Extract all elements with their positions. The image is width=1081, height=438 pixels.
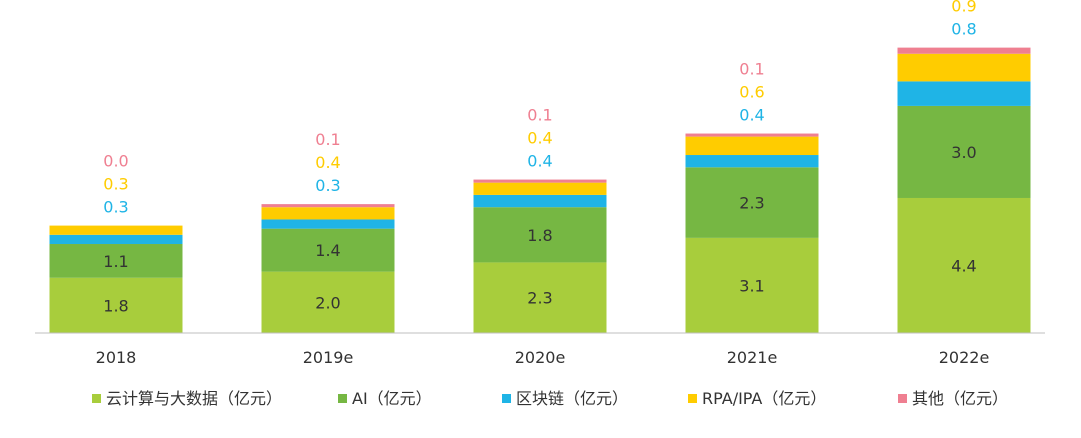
bar-2021e-series-0 — [685, 237, 819, 333]
x-tick-label-2019e: 2019e — [303, 348, 354, 367]
legend-swatch-1 — [338, 394, 347, 403]
data-label-2020e-series-0: 2.3 — [527, 289, 552, 308]
bar-2020e-series-4 — [473, 179, 607, 183]
x-tick-label-2022e: 2022e — [939, 348, 990, 367]
data-label-2019e-series-4: 0.1 — [315, 130, 340, 149]
data-label-2018-series-4: 0.0 — [103, 152, 128, 171]
bar-2021e-series-3 — [685, 136, 819, 156]
bar-2019e-series-3 — [261, 207, 395, 220]
bar-2019e-series-4 — [261, 204, 395, 208]
data-label-2019e-series-0: 2.0 — [315, 293, 340, 312]
data-label-2021e-series-1: 2.3 — [739, 194, 764, 213]
bar-2020e-series-2 — [473, 194, 607, 208]
bars-group: 1.8 1.1 0.3 0.3 0.0 2.0 1.4 0.3 0.4 0.1 2.3 1.8 0.4 0… — [49, 0, 1031, 333]
data-label-2022e-series-1: 3.0 — [951, 143, 976, 162]
x-tick-label-2021e: 2021e — [727, 348, 778, 367]
bar-2020e-series-1 — [473, 207, 607, 263]
x-tick-label-2020e: 2020e — [515, 348, 566, 367]
legend-label-0: 云计算与大数据（亿元） — [106, 389, 282, 408]
legend-label-3: RPA/IPA（亿元） — [702, 389, 826, 408]
data-label-2020e-series-2: 0.4 — [527, 152, 552, 171]
bar-2020e-series-0 — [473, 262, 607, 333]
legend-label-1: AI（亿元） — [352, 389, 432, 408]
bar-2018-series-2 — [49, 234, 183, 245]
bar-2022e-series-1 — [897, 105, 1031, 198]
legend: 云计算与大数据（亿元） AI（亿元） 区块链（亿元） RPA/IPA（亿元） 其他（亿元… — [92, 389, 1008, 408]
bar-2022e-series-0 — [897, 197, 1031, 333]
bar-2018-series-0 — [49, 277, 183, 333]
data-label-2019e-series-1: 1.4 — [315, 241, 340, 260]
bar-2022e-series-2 — [897, 81, 1031, 106]
data-label-2019e-series-3: 0.4 — [315, 153, 340, 172]
x-tick-labels: 2018 2019e 2020e 2021e 2022e — [96, 348, 990, 367]
bar-2022e-series-3 — [897, 53, 1031, 82]
bar-2021e-series-2 — [685, 155, 819, 168]
data-label-2019e-series-2: 0.3 — [315, 176, 340, 195]
data-label-2018-series-3: 0.3 — [103, 175, 128, 194]
data-label-2020e-series-1: 1.8 — [527, 226, 552, 245]
data-label-2018-series-0: 1.8 — [103, 296, 128, 315]
legend-swatch-4 — [898, 394, 907, 403]
bar-2021e-series-1 — [685, 167, 819, 238]
data-label-2020e-series-4: 0.1 — [527, 106, 552, 125]
legend-label-4: 其他（亿元） — [912, 389, 1008, 408]
x-tick-label-2018: 2018 — [96, 348, 137, 367]
bar-2022e-series-4 — [897, 47, 1031, 54]
data-label-2020e-series-3: 0.4 — [527, 129, 552, 148]
bar-2019e-series-2 — [261, 219, 395, 229]
bar-2018-series-1 — [49, 244, 183, 278]
bar-2019e-series-1 — [261, 228, 395, 272]
bar-2018-series-3 — [49, 225, 183, 235]
data-label-2021e-series-4: 0.1 — [739, 60, 764, 79]
data-label-2022e-series-2: 0.8 — [951, 20, 976, 39]
data-label-2021e-series-2: 0.4 — [739, 106, 764, 125]
data-label-2022e-series-3: 0.9 — [951, 0, 976, 16]
bar-2020e-series-3 — [473, 182, 607, 195]
data-label-2021e-series-3: 0.6 — [739, 83, 764, 102]
data-label-2018-series-1: 1.1 — [103, 252, 128, 271]
legend-swatch-0 — [92, 394, 101, 403]
data-label-2018-series-2: 0.3 — [103, 198, 128, 217]
bar-2019e-series-0 — [261, 271, 395, 333]
data-label-2022e-series-0: 4.4 — [951, 256, 976, 275]
data-label-2021e-series-0: 3.1 — [739, 276, 764, 295]
bar-2021e-series-4 — [685, 133, 819, 137]
legend-swatch-3 — [688, 394, 697, 403]
legend-swatch-2 — [502, 394, 511, 403]
legend-label-2: 区块链（亿元） — [516, 389, 628, 408]
